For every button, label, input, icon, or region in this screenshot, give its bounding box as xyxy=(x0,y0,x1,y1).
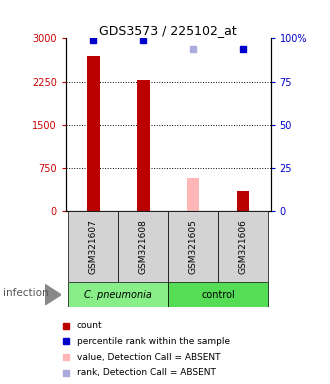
Bar xyxy=(69,211,118,282)
Text: percentile rank within the sample: percentile rank within the sample xyxy=(77,337,230,346)
Text: count: count xyxy=(77,321,103,330)
Bar xyxy=(168,211,218,282)
Text: control: control xyxy=(201,290,235,300)
Polygon shape xyxy=(45,284,61,305)
Bar xyxy=(168,282,268,307)
Text: GSM321608: GSM321608 xyxy=(139,219,148,274)
Bar xyxy=(87,56,100,211)
Bar xyxy=(69,282,168,307)
Bar xyxy=(137,80,149,211)
Text: infection: infection xyxy=(3,288,49,298)
Text: GSM321607: GSM321607 xyxy=(89,219,98,274)
Title: GDS3573 / 225102_at: GDS3573 / 225102_at xyxy=(99,24,237,37)
Text: rank, Detection Call = ABSENT: rank, Detection Call = ABSENT xyxy=(77,368,216,377)
Bar xyxy=(187,178,200,211)
Bar xyxy=(237,191,249,211)
Bar xyxy=(218,211,268,282)
Text: GSM321605: GSM321605 xyxy=(189,219,198,274)
Bar xyxy=(118,211,168,282)
Text: C. pneumonia: C. pneumonia xyxy=(84,290,152,300)
Text: GSM321606: GSM321606 xyxy=(239,219,248,274)
Text: value, Detection Call = ABSENT: value, Detection Call = ABSENT xyxy=(77,353,220,361)
